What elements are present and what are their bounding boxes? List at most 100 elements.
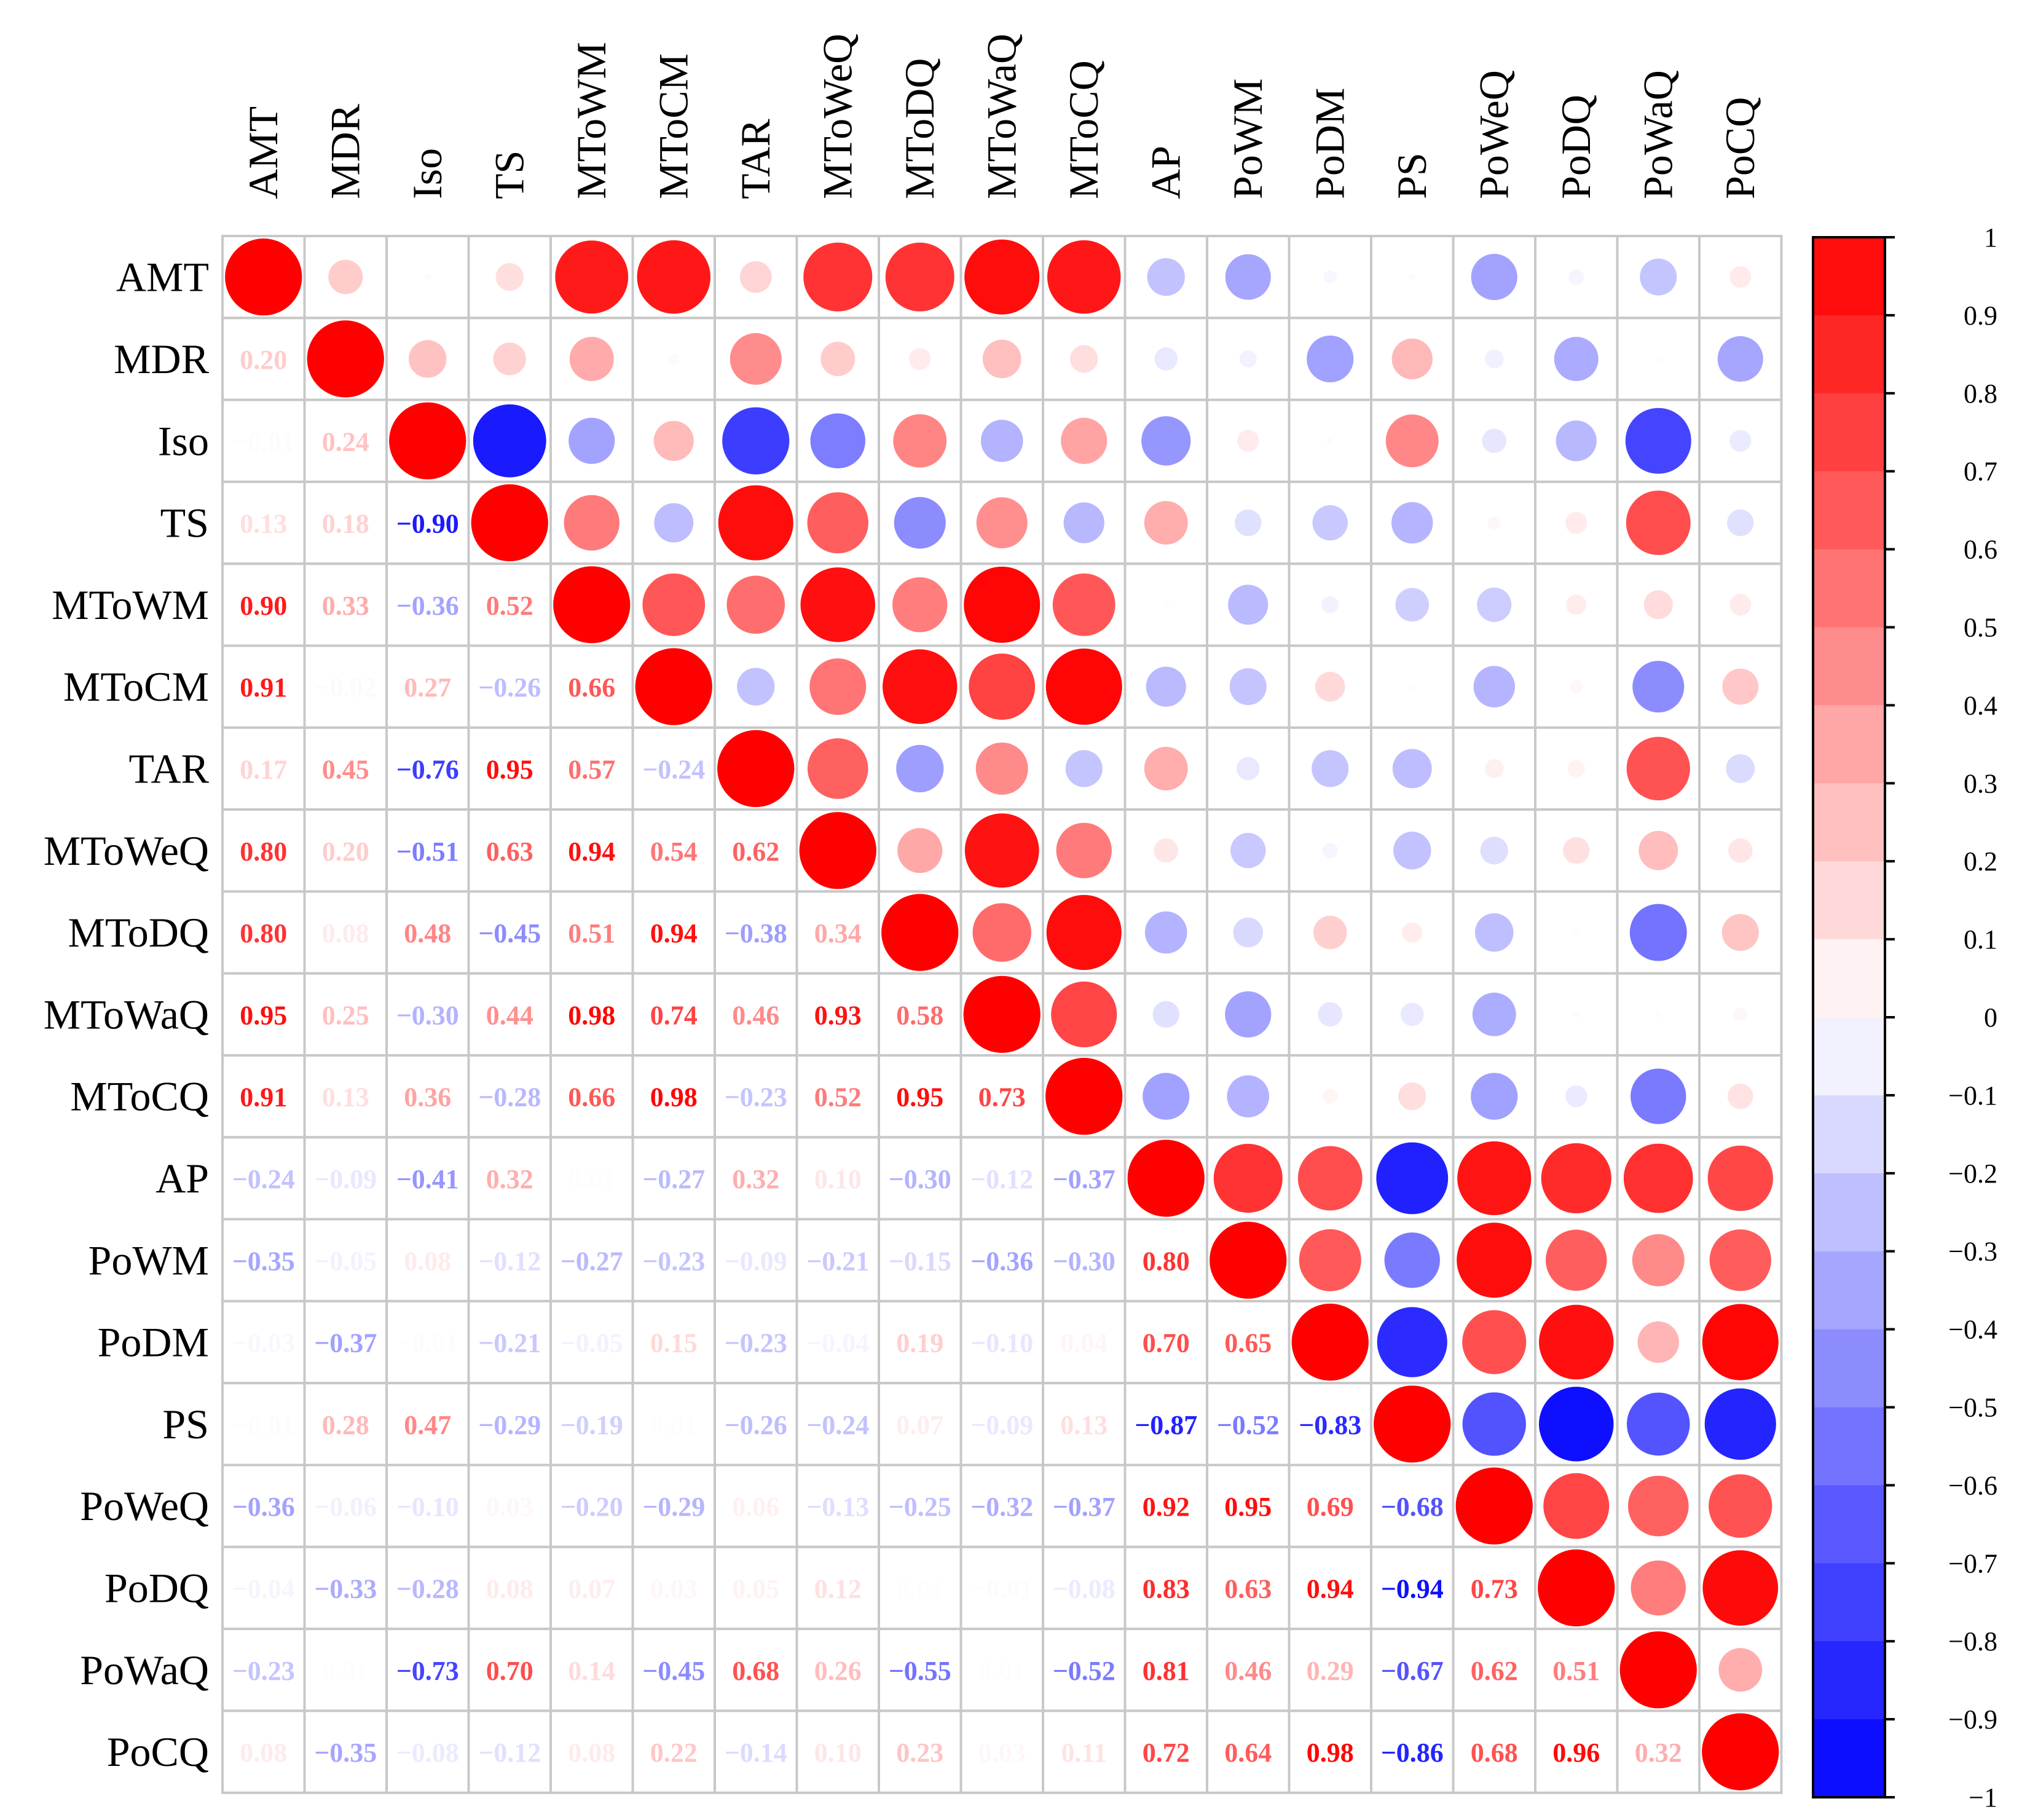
correlation-circle bbox=[1393, 832, 1431, 870]
correlation-value: −0.23 bbox=[642, 1246, 705, 1276]
correlation-circle bbox=[1473, 666, 1515, 707]
grid-cell bbox=[467, 1054, 552, 1139]
grid-cell bbox=[467, 1545, 552, 1631]
correlation-value: 0.68 bbox=[1471, 1738, 1518, 1768]
correlation-circle bbox=[1717, 336, 1763, 382]
grid-cell bbox=[795, 1709, 880, 1794]
grid-cell bbox=[549, 1054, 634, 1139]
grid-cell bbox=[631, 1463, 716, 1548]
grid-cell bbox=[631, 726, 716, 811]
row-label: PoDQ bbox=[104, 1564, 209, 1611]
correlation-circle bbox=[493, 342, 526, 376]
correlation-circle bbox=[1637, 1321, 1679, 1363]
correlation-value: 0.22 bbox=[650, 1738, 698, 1768]
correlation-circle bbox=[1154, 838, 1179, 863]
correlation-circle bbox=[1709, 1474, 1772, 1538]
correlation-circle bbox=[1230, 833, 1266, 869]
correlation-circle bbox=[883, 649, 958, 724]
grid-cell bbox=[878, 1218, 962, 1302]
column-label: MToWM bbox=[568, 42, 615, 199]
correlation-circle bbox=[1210, 1221, 1287, 1299]
grid-cell bbox=[1616, 808, 1701, 893]
correlation-value: −0.02 bbox=[314, 672, 377, 703]
correlation-circle bbox=[1626, 1392, 1690, 1456]
correlation-circle bbox=[1567, 760, 1585, 778]
colorbar-tick-label: 0.6 bbox=[1964, 535, 1997, 565]
correlation-value: 0.90 bbox=[240, 591, 287, 621]
correlation-value: −0.12 bbox=[478, 1246, 541, 1276]
correlation-value: 0.01 bbox=[896, 1574, 943, 1604]
correlation-circle bbox=[1707, 1145, 1773, 1211]
correlation-value: 0.13 bbox=[1060, 1410, 1107, 1440]
grid-cell bbox=[878, 1382, 962, 1467]
correlation-circle bbox=[972, 903, 1031, 962]
row-label: MToCQ bbox=[70, 1073, 209, 1120]
correlation-circle bbox=[1398, 1082, 1426, 1111]
row-label: PoDM bbox=[98, 1319, 209, 1366]
correlation-value: −0.76 bbox=[396, 754, 459, 784]
correlation-circle bbox=[1626, 736, 1690, 801]
correlation-circle bbox=[1326, 436, 1334, 445]
column-label: PoDQ bbox=[1552, 95, 1599, 199]
grid-cell bbox=[221, 644, 306, 729]
correlation-circle bbox=[1462, 1310, 1527, 1374]
colorbar-band bbox=[1813, 1095, 1885, 1174]
correlation-value: 0.07 bbox=[896, 1410, 943, 1440]
correlation-circle bbox=[1141, 416, 1191, 466]
colorbar-band bbox=[1813, 861, 1885, 940]
correlation-value: −0.86 bbox=[1381, 1738, 1444, 1768]
row-label: MToDQ bbox=[68, 909, 209, 956]
correlation-value: −0.30 bbox=[1053, 1246, 1115, 1276]
grid-cell bbox=[795, 1218, 880, 1302]
grid-cell bbox=[1698, 726, 1783, 811]
colorbar-tick-label: −0.1 bbox=[1948, 1081, 1997, 1111]
correlation-circle bbox=[982, 339, 1021, 379]
grid-cell bbox=[1698, 644, 1783, 729]
correlation-value: 0.95 bbox=[240, 1000, 287, 1030]
row-label: Iso bbox=[158, 417, 209, 464]
correlation-value: −0.24 bbox=[642, 754, 705, 784]
correlation-circle bbox=[1629, 904, 1687, 961]
correlation-value: 0.36 bbox=[404, 1082, 451, 1113]
correlation-circle bbox=[1572, 928, 1581, 937]
correlation-value: 0.01 bbox=[568, 1164, 615, 1194]
grid-cell bbox=[631, 1382, 716, 1467]
correlation-circle bbox=[1297, 1146, 1363, 1211]
grid-cell bbox=[303, 562, 388, 647]
correlation-value: 0.44 bbox=[486, 1000, 533, 1030]
correlation-value: 0.08 bbox=[404, 1246, 451, 1276]
correlation-value: −0.06 bbox=[314, 1492, 377, 1522]
grid-cell bbox=[221, 808, 306, 893]
grid-cell bbox=[221, 1545, 306, 1631]
correlation-value: 0.57 bbox=[568, 754, 615, 784]
correlation-circle bbox=[807, 738, 868, 799]
correlation-circle bbox=[1065, 750, 1103, 787]
grid-cell bbox=[303, 480, 388, 565]
correlation-value: −0.37 bbox=[1053, 1164, 1115, 1194]
correlation-value: −0.28 bbox=[478, 1082, 541, 1113]
correlation-circle bbox=[799, 812, 876, 889]
correlation-circle bbox=[980, 419, 1023, 462]
grid-cell bbox=[878, 1136, 962, 1221]
correlation-value: −0.01 bbox=[396, 1328, 459, 1358]
grid-cell bbox=[1370, 1709, 1455, 1794]
colorbar-band bbox=[1813, 939, 1885, 1018]
colorbar-tick-label: 0.3 bbox=[1964, 768, 1997, 798]
grid-cell bbox=[631, 1628, 716, 1712]
correlation-circle bbox=[495, 263, 524, 291]
correlation-value: 0.66 bbox=[568, 1082, 615, 1113]
correlation-circle bbox=[1235, 509, 1262, 537]
grid-cell bbox=[631, 1218, 716, 1302]
correlation-circle bbox=[1704, 1388, 1776, 1460]
correlation-circle bbox=[1472, 992, 1516, 1036]
grid-cell bbox=[467, 644, 552, 729]
grid-cell bbox=[714, 1709, 798, 1794]
correlation-circle bbox=[975, 742, 1028, 795]
correlation-circle bbox=[1471, 254, 1517, 301]
correlation-value: 0.46 bbox=[1224, 1656, 1272, 1686]
correlation-circle bbox=[1632, 661, 1685, 713]
correlation-circle bbox=[1623, 1143, 1693, 1213]
correlation-value: 0.03 bbox=[978, 1738, 1026, 1768]
correlation-value: −0.68 bbox=[1381, 1492, 1444, 1522]
